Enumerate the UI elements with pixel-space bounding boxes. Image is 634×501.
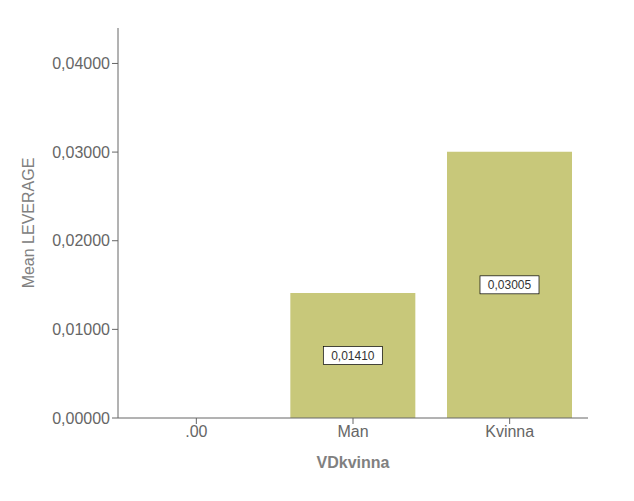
svg-text:Man: Man — [337, 423, 368, 440]
svg-text:0,01410: 0,01410 — [331, 349, 375, 363]
svg-text:Mean LEVERAGE: Mean LEVERAGE — [20, 158, 37, 289]
svg-text:VDkvinna: VDkvinna — [317, 454, 390, 471]
svg-text:0,00000: 0,00000 — [52, 410, 110, 427]
svg-text:.00: .00 — [185, 423, 207, 440]
svg-text:0,02000: 0,02000 — [52, 232, 110, 249]
svg-text:Kvinna: Kvinna — [485, 423, 534, 440]
svg-text:0,03005: 0,03005 — [488, 278, 532, 292]
svg-text:0,01000: 0,01000 — [52, 321, 110, 338]
svg-text:0,03000: 0,03000 — [52, 144, 110, 161]
svg-text:0,04000: 0,04000 — [52, 55, 110, 72]
